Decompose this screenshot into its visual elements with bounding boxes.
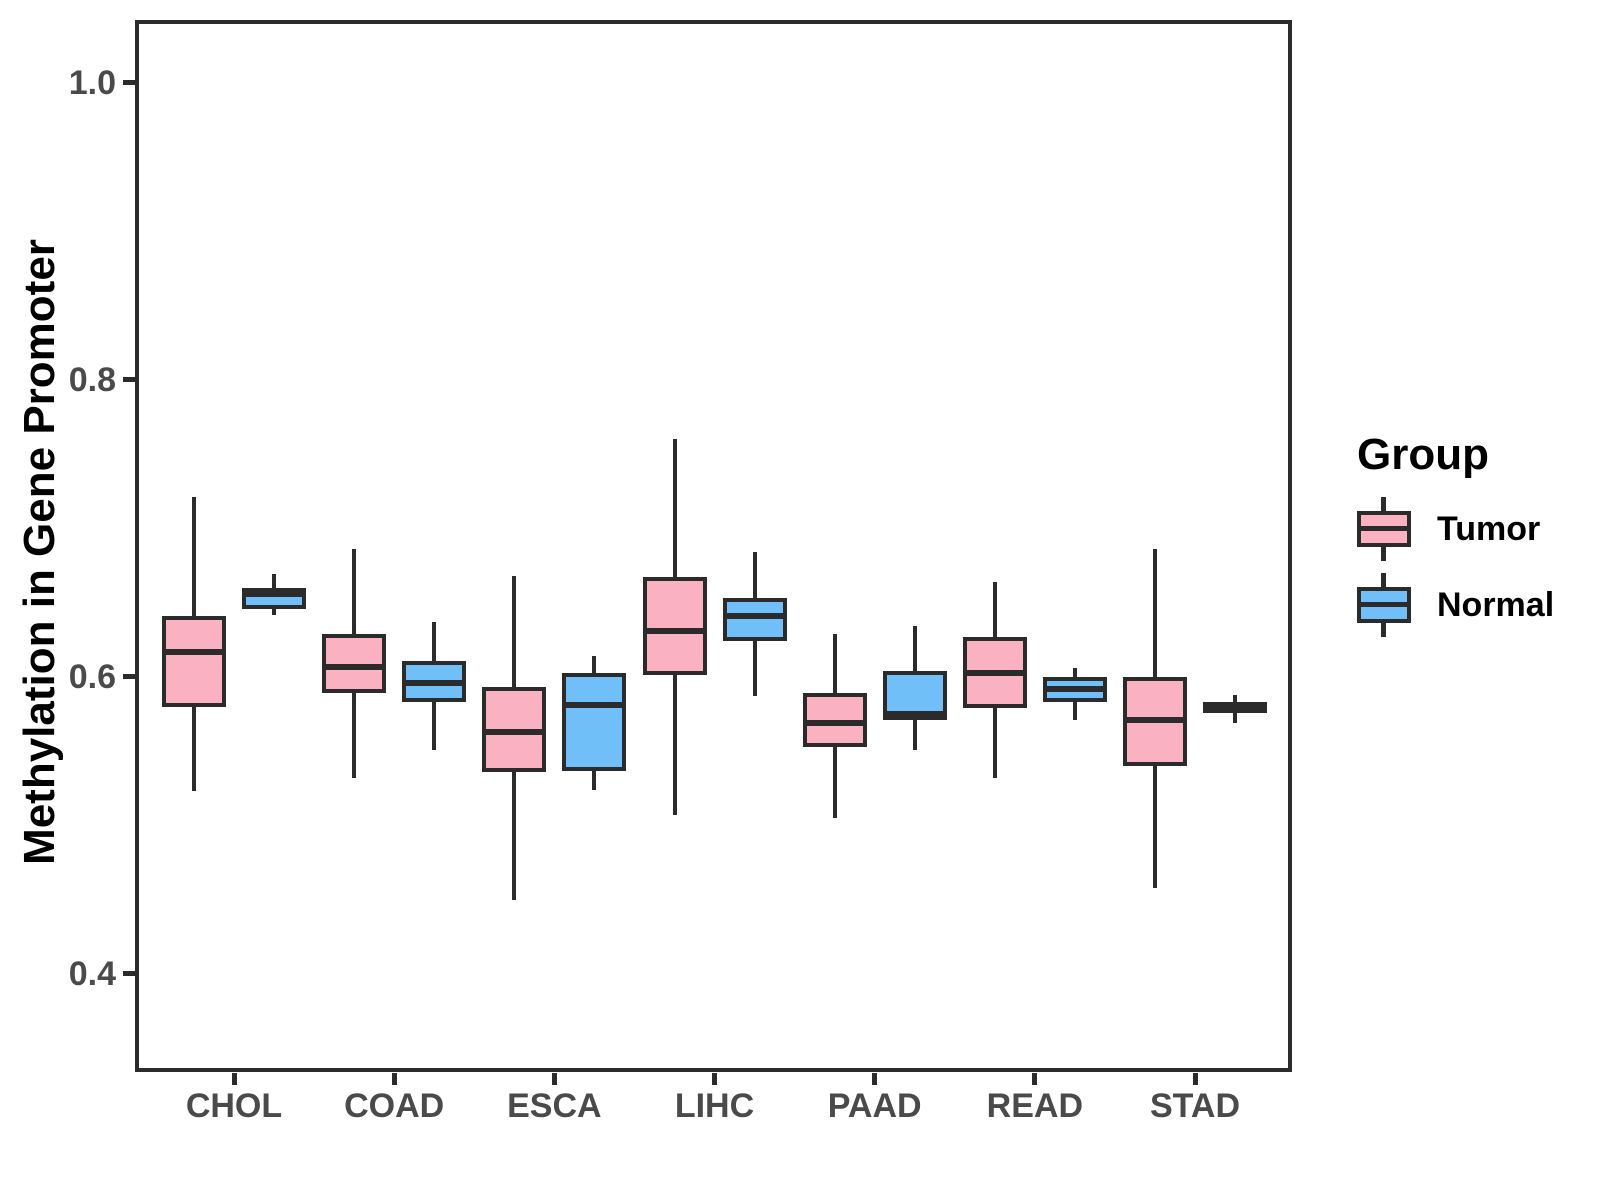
legend-entry-tumor: Tumor xyxy=(1357,496,1554,562)
y-tick-label: 0.8 xyxy=(68,360,116,399)
median-normal-stad xyxy=(1203,705,1267,712)
y-axis-title: Methylation in Gene Promoter xyxy=(15,239,64,865)
median-tumor-read xyxy=(962,669,1027,676)
median-tumor-paad xyxy=(802,719,867,726)
legend-keys: Tumor Normal xyxy=(1357,496,1554,638)
x-tick-label: LIHC xyxy=(674,1087,755,1125)
x-tick-label: CHOL xyxy=(185,1087,283,1125)
median-normal-read xyxy=(1042,685,1107,692)
median-tumor-coad xyxy=(322,663,387,670)
x-tick-mark xyxy=(391,1073,397,1085)
x-tick-mark xyxy=(712,1073,717,1085)
x-tick-mark xyxy=(872,1073,878,1085)
x-tick-label: STAD xyxy=(1149,1087,1241,1125)
x-tick-mark xyxy=(551,1073,557,1085)
legend-boxplot-icon xyxy=(1357,497,1411,561)
x-tick-label: PAAD xyxy=(827,1087,922,1125)
median-tumor-lihc xyxy=(642,627,707,634)
legend: Group Tumor Normal xyxy=(1357,430,1554,648)
box-normal-lihc xyxy=(722,598,787,642)
median-normal-paad xyxy=(882,711,947,718)
x-tick-mark xyxy=(1192,1073,1198,1085)
median-tumor-esca xyxy=(482,728,547,735)
box-tumor-lihc xyxy=(642,577,707,676)
y-tick-mark xyxy=(123,80,135,86)
median-normal-lihc xyxy=(722,613,787,620)
legend-boxplot-icon xyxy=(1357,573,1411,637)
y-tick-mark xyxy=(123,377,135,383)
x-tick-label: COAD xyxy=(344,1087,445,1125)
x-tick-mark xyxy=(1032,1073,1038,1085)
y-tick-mark xyxy=(123,674,135,680)
legend-entry-normal: Normal xyxy=(1357,572,1554,638)
x-tick-mark xyxy=(231,1073,237,1085)
legend-label: Normal xyxy=(1437,585,1555,624)
median-normal-coad xyxy=(402,679,467,686)
median-normal-chol xyxy=(242,590,306,597)
median-normal-esca xyxy=(562,702,627,709)
box-normal-esca xyxy=(562,672,627,771)
y-tick-mark xyxy=(123,971,135,977)
y-tick-label: 0.4 xyxy=(68,954,116,993)
median-tumor-chol xyxy=(162,648,226,655)
x-tick-label: ESCA xyxy=(507,1087,602,1125)
legend-median-line xyxy=(1357,602,1411,607)
y-tick-label: 1.0 xyxy=(68,63,116,102)
x-tick-label: READ xyxy=(986,1087,1083,1125)
median-tumor-stad xyxy=(1123,717,1187,724)
plot-panel xyxy=(135,20,1292,1072)
legend-label: Tumor xyxy=(1437,509,1541,548)
legend-title: Group xyxy=(1357,430,1489,479)
box-tumor-chol xyxy=(162,616,226,707)
y-tick-label: 0.6 xyxy=(68,657,116,696)
legend-median-line xyxy=(1357,526,1411,531)
